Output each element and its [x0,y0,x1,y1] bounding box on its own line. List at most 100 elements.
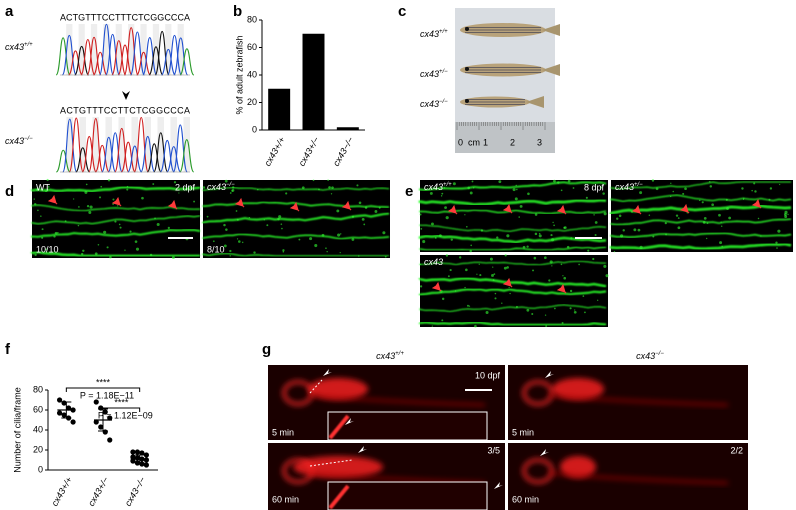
peak [123,27,139,76]
speck [224,179,228,183]
panel-label: c [398,3,406,20]
gene: cx43 [424,182,443,192]
speck [754,190,757,193]
arrowhead [631,204,642,215]
speck [189,186,192,188]
y-tick-label: 40 [33,424,43,434]
arrowhead [679,203,690,214]
label: 10 dpf [475,370,501,380]
label: 5 min [512,427,534,437]
speck [725,198,728,201]
speck [572,187,575,189]
speck [728,216,731,220]
speck [553,179,556,183]
speck [594,233,597,236]
base-shade [66,24,73,75]
speck [431,325,433,327]
speck [613,250,616,253]
speck [557,181,560,184]
speck [280,223,283,225]
peak [136,51,151,76]
speck [478,263,480,265]
dye-signal [522,458,554,484]
speck [282,249,285,252]
speck [134,240,138,243]
gene: cx43 [420,69,439,79]
speck [152,183,155,186]
speck [34,253,37,256]
speck [706,222,709,224]
point [130,454,136,460]
point [56,410,63,416]
peak [173,37,189,76]
speck [602,192,605,195]
p-value: P = 1.12E−09 [98,410,153,420]
speck [569,289,573,293]
gene: cx43 [207,182,226,192]
speck [53,235,56,238]
speck [85,183,88,186]
speck [648,214,651,216]
speck [106,246,109,249]
speck [37,209,39,212]
speck [726,207,729,211]
speck [585,196,588,199]
speck [512,188,516,192]
arrowhead [122,91,130,100]
speck [420,227,423,230]
p-value: P = 1.18E−11 [80,390,134,400]
speck [443,187,446,189]
speck [225,228,228,231]
cilia-signal [31,215,201,225]
speck [721,245,723,248]
gene: cx43 [615,182,634,192]
speck [36,188,39,192]
base-shade [66,117,73,172]
speck [485,311,489,315]
speck [309,237,313,241]
fluorescence-image [611,180,793,252]
speck [552,221,554,224]
bar [268,88,291,130]
speck [356,184,359,187]
label: WT [36,182,50,192]
speck [775,241,778,244]
base-shade [157,117,164,172]
speck [445,216,449,220]
speck [231,190,234,192]
speck [223,244,227,248]
speck [78,206,80,208]
speck [751,189,753,192]
speck [702,220,706,224]
speck [318,188,320,191]
speck [253,251,256,254]
peak [98,23,114,76]
base-shade [144,117,151,172]
cilia-signal [610,232,792,239]
speck [569,307,572,310]
speck [561,322,564,325]
speck [41,236,44,239]
speck [439,234,442,238]
allele: +/+ [443,182,452,188]
speck [719,241,723,245]
speck [562,275,564,277]
cilia-signal [202,233,390,240]
x-tick-label: cx43+/+ [49,475,74,508]
speck [639,191,643,195]
base-shade [170,117,177,172]
speck [544,256,547,260]
speck [769,187,773,190]
speck [578,263,580,266]
speck [664,222,667,225]
ruler-label: 0 [458,137,463,147]
speck [515,184,517,187]
genotype-label: cx43+/+ [376,351,404,362]
panel-label: e [405,183,413,200]
speck [677,217,680,219]
speck [212,240,215,243]
speck [277,217,280,221]
bracket [65,387,141,392]
speck [551,238,555,242]
cilia-signal [201,212,390,224]
